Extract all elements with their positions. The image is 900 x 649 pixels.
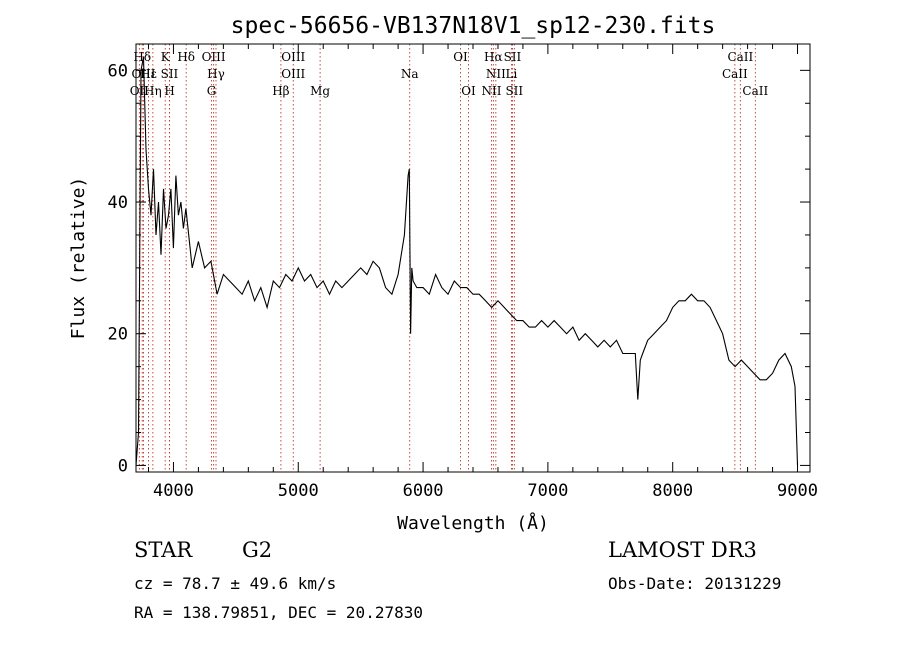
- line-marker-label: G: [207, 84, 217, 98]
- line-marker-label: Hη: [144, 84, 162, 98]
- x-tick-label: 4000: [153, 481, 194, 501]
- class-label: STAR: [134, 538, 193, 562]
- line-marker-label: OIII: [281, 67, 305, 81]
- survey-label: LAMOST DR3: [608, 538, 757, 562]
- line-marker-label: NII: [481, 84, 501, 98]
- x-tick-label: 9000: [777, 481, 818, 501]
- line-marker-label: OI: [453, 50, 468, 64]
- line-marker-label: Hα: [484, 50, 503, 64]
- cz-readout: cz = 78.7 ± 49.6 km/s: [134, 574, 337, 593]
- line-marker-label: Hε: [140, 67, 157, 81]
- plot-frame: [135, 43, 811, 473]
- line-marker-label: Hγ: [207, 67, 225, 81]
- line-marker-label: CaII: [742, 84, 768, 98]
- y-tick-label: 40: [108, 193, 128, 213]
- line-marker-group: [138, 44, 756, 472]
- chart-title: spec-56656-VB137N18V1_sp12-230.fits: [231, 13, 716, 39]
- y-tick-label: 60: [108, 61, 128, 81]
- line-marker-label: Mg: [310, 84, 330, 98]
- axis-ticks: 4000 5000 6000 7000 8000 9000 0 20 40 60: [108, 44, 818, 501]
- line-marker-label: H: [164, 84, 174, 98]
- coordinates-readout: RA = 138.79851, DEC = 20.27830: [134, 603, 423, 622]
- line-marker-label: OI: [461, 84, 476, 98]
- x-axis-label: Wavelength (Å): [397, 512, 549, 534]
- x-tick-label: 8000: [652, 481, 693, 501]
- line-marker-label: NII: [486, 67, 506, 81]
- subclass-label: G2: [242, 538, 273, 562]
- y-axis-label: Flux (relative): [68, 177, 89, 340]
- obs-date-readout: Obs-Date: 20131229: [608, 574, 782, 593]
- x-tick-label: 6000: [403, 481, 444, 501]
- line-marker-label: SII: [161, 67, 179, 81]
- line-marker-label: SII: [505, 84, 523, 98]
- y-tick-label: 0: [118, 456, 128, 476]
- x-tick-label: 5000: [278, 481, 319, 501]
- line-marker-label: Hδ: [133, 50, 151, 64]
- line-marker-label: OIII: [281, 50, 305, 64]
- y-tick-label: 20: [108, 325, 128, 345]
- x-tick-label: 7000: [527, 481, 568, 501]
- spectrum-line: [135, 57, 799, 466]
- line-marker-label: Na: [401, 67, 419, 81]
- line-marker-label: Hβ: [272, 84, 289, 98]
- line-marker-label: SII: [504, 50, 522, 64]
- line-marker-label: CaII: [727, 50, 753, 64]
- line-marker-label: OIII: [202, 50, 226, 64]
- line-marker-label: Li: [506, 67, 518, 81]
- line-marker-label: Hδ: [177, 50, 195, 64]
- line-marker-label: CaII: [722, 67, 748, 81]
- line-marker-label: K: [161, 50, 171, 64]
